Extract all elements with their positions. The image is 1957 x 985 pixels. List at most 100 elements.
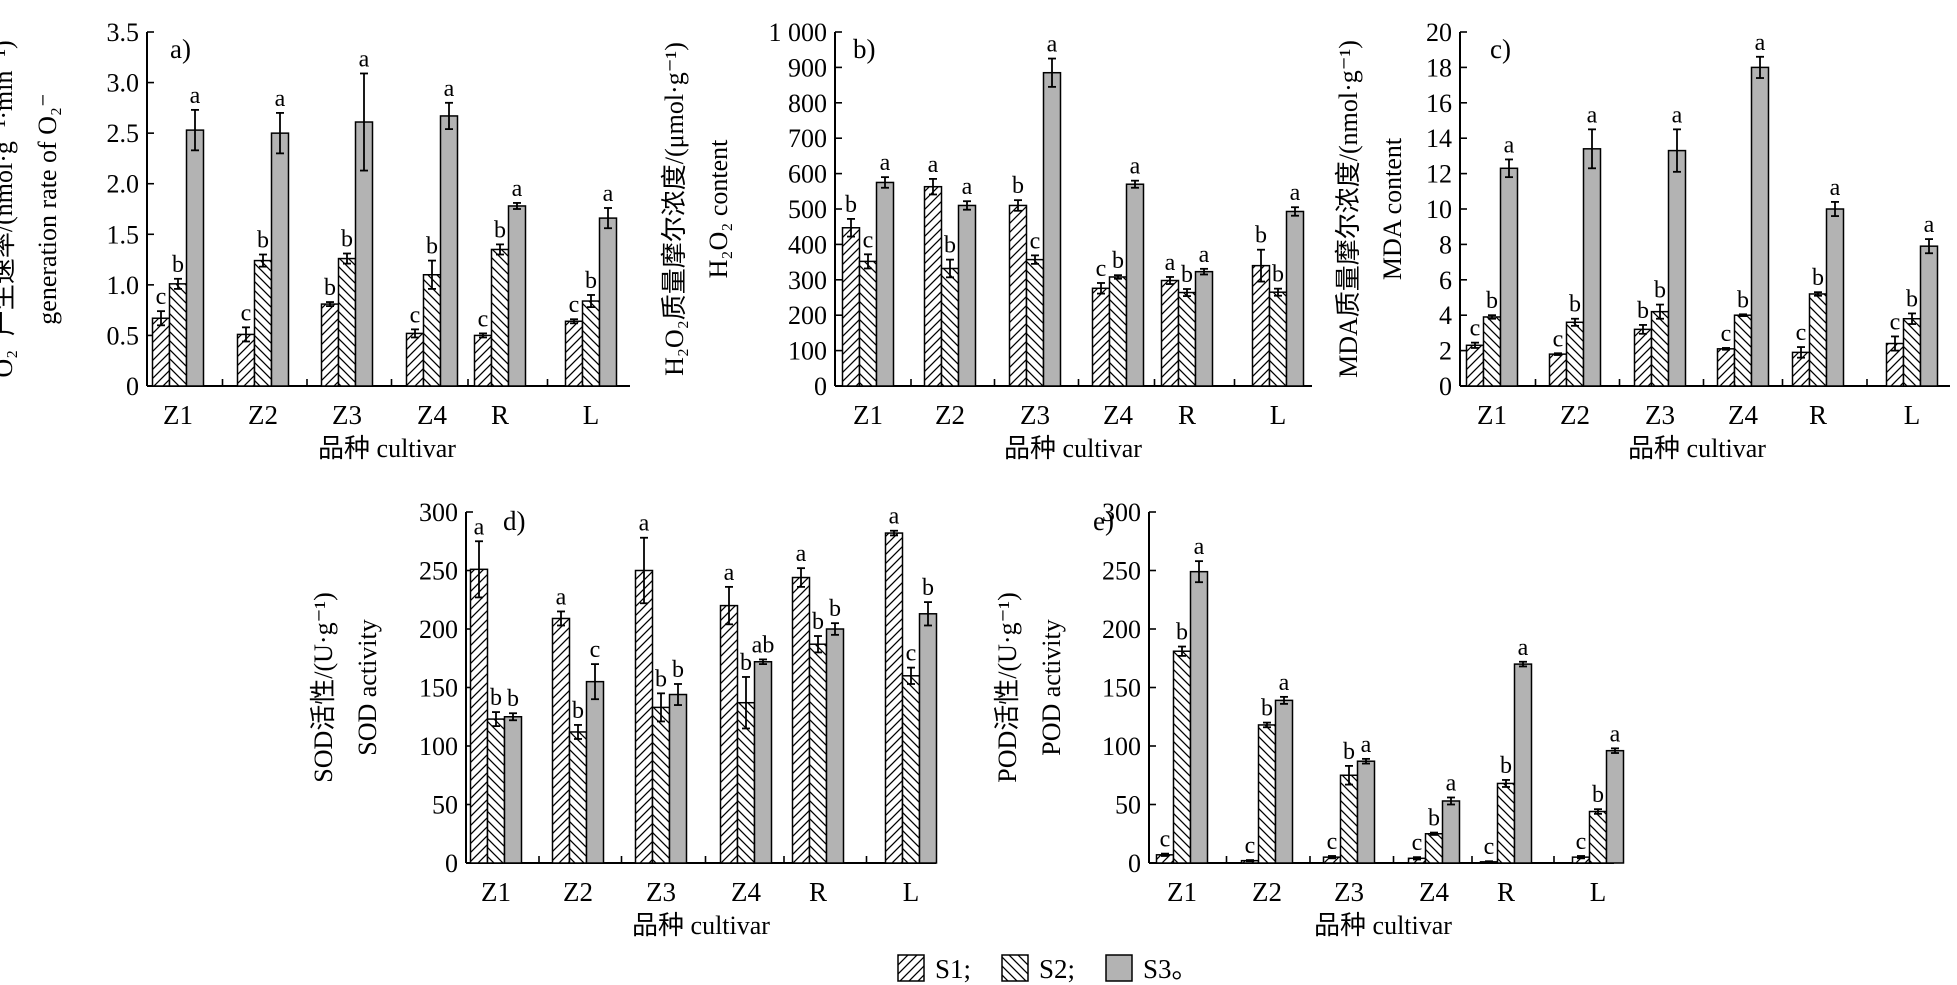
- significance-letter: b: [672, 657, 684, 683]
- y-tick-label: 0: [1128, 849, 1141, 878]
- bar-s1: [1091, 287, 1111, 387]
- bar-s3: [1605, 749, 1625, 864]
- bar-s3: [1125, 183, 1145, 387]
- y-tick-label: 50: [1115, 791, 1141, 820]
- bar-s2: [1482, 316, 1502, 387]
- x-tick-label: R: [1809, 400, 1827, 430]
- y-tick-label: 3.0: [107, 69, 140, 98]
- bar-s3: [1513, 663, 1533, 864]
- legend-label-s3: S3。: [1143, 954, 1199, 984]
- chart-panel-b: 0 100 200 300 400 500 600 700 800 900 1 000 Z1 Z2 Z3 Z…: [660, 18, 1312, 463]
- bar-s3: [668, 693, 688, 864]
- x-tick-label: Z3: [1645, 400, 1675, 430]
- y-axis-title: SOD活性/(U·g⁻¹): [309, 592, 338, 783]
- significance-letter: a: [190, 83, 201, 109]
- y-axis-title: generation rate of O₂⁻: [33, 93, 62, 324]
- significance-letter: b: [812, 609, 824, 635]
- y-tick-label: 1.5: [107, 220, 140, 249]
- significance-letter: a: [1199, 242, 1210, 268]
- panel-label: d): [503, 506, 526, 536]
- x-axis-title: 品种 cultivar: [632, 911, 770, 940]
- significance-letter: c: [1030, 228, 1041, 254]
- significance-letter: b: [1500, 753, 1512, 779]
- x-tick-label: Z3: [646, 877, 676, 907]
- y-tick-label: 2.0: [107, 170, 140, 199]
- x-axis-title: 品种 cultivar: [318, 434, 456, 463]
- significance-letter: b: [172, 252, 184, 278]
- bar-s3: [1582, 148, 1602, 387]
- significance-letter: b: [257, 228, 269, 254]
- bar-s1: [1716, 348, 1736, 387]
- legend-swatch-s3: [1105, 954, 1133, 982]
- significance-letter: a: [796, 541, 807, 567]
- bar-s2: [651, 706, 671, 864]
- y-tick-label: 2.5: [107, 119, 140, 148]
- bar-s3: [1194, 270, 1214, 387]
- bar-s3: [1042, 71, 1062, 387]
- y-tick-label: 10: [1426, 195, 1452, 224]
- x-tick-label: Z2: [935, 400, 965, 430]
- bar-s2: [1177, 291, 1197, 387]
- x-tick-label: R: [1497, 877, 1515, 907]
- significance-letter: b: [1181, 262, 1193, 288]
- significance-letter: c: [1470, 316, 1481, 342]
- bar-s1: [1465, 344, 1485, 387]
- significance-letter: c: [1484, 834, 1495, 860]
- bar-s2: [1808, 293, 1828, 387]
- significance-letter: a: [1830, 175, 1841, 201]
- x-tick-label: Z4: [1419, 877, 1449, 907]
- bar-s2: [568, 731, 588, 864]
- bar-s2: [858, 260, 878, 387]
- significance-letter: a: [1587, 102, 1598, 128]
- significance-letter: a: [603, 181, 614, 207]
- bar-s3: [503, 716, 523, 864]
- significance-letter: b: [1737, 287, 1749, 313]
- significance-letter: b: [829, 596, 841, 622]
- significance-letter: a: [1130, 154, 1141, 180]
- bar-s2: [337, 257, 357, 387]
- bar-s2: [1565, 321, 1585, 387]
- significance-letter: a: [1361, 732, 1372, 758]
- bar-s3: [957, 204, 977, 387]
- y-axis-title: SOD activity: [353, 619, 382, 756]
- x-tick-label: Z3: [1020, 400, 1050, 430]
- bar-s3: [1499, 167, 1519, 387]
- x-tick-label: L: [1590, 877, 1607, 907]
- bar-s1: [791, 576, 811, 864]
- x-axis-title: 品种 cultivar: [1628, 434, 1766, 463]
- significance-letter: b: [1012, 173, 1024, 199]
- bar-s3: [1189, 570, 1209, 864]
- significance-letter: b: [490, 685, 502, 711]
- y-tick-label: 100: [788, 337, 827, 366]
- bar-s2: [422, 273, 442, 387]
- bar-s2: [1733, 314, 1753, 387]
- y-tick-label: 200: [788, 301, 827, 330]
- x-tick-label: Z1: [1477, 400, 1507, 430]
- significance-letter: a: [880, 150, 891, 176]
- bar-s3: [825, 628, 845, 864]
- bar-s2: [1588, 810, 1608, 864]
- significance-letter: c: [478, 306, 489, 332]
- bar-s2: [940, 267, 960, 387]
- significance-letter: a: [1518, 635, 1529, 661]
- bar-s1: [473, 334, 493, 387]
- y-tick-label: 300: [1102, 498, 1141, 527]
- legend: S1; S2; S3。: [897, 954, 1199, 984]
- significance-letter: b: [1654, 278, 1666, 304]
- x-axis-title: 品种 cultivar: [1004, 434, 1142, 463]
- x-tick-label: L: [1904, 400, 1921, 430]
- significance-letter: a: [1446, 770, 1457, 796]
- x-tick-label: L: [903, 877, 920, 907]
- bar-s3: [1750, 66, 1770, 387]
- significance-letter: b: [1569, 292, 1581, 318]
- significance-letter: c: [410, 302, 421, 328]
- y-tick-label: 50: [432, 791, 458, 820]
- bar-s1: [320, 303, 340, 387]
- bar-s2: [1025, 258, 1045, 387]
- bar-s1: [405, 332, 425, 387]
- bar-s1: [1548, 353, 1568, 387]
- significance-letter: b: [922, 575, 934, 601]
- y-tick-label: 0: [445, 849, 458, 878]
- significance-letter: c: [1890, 309, 1901, 335]
